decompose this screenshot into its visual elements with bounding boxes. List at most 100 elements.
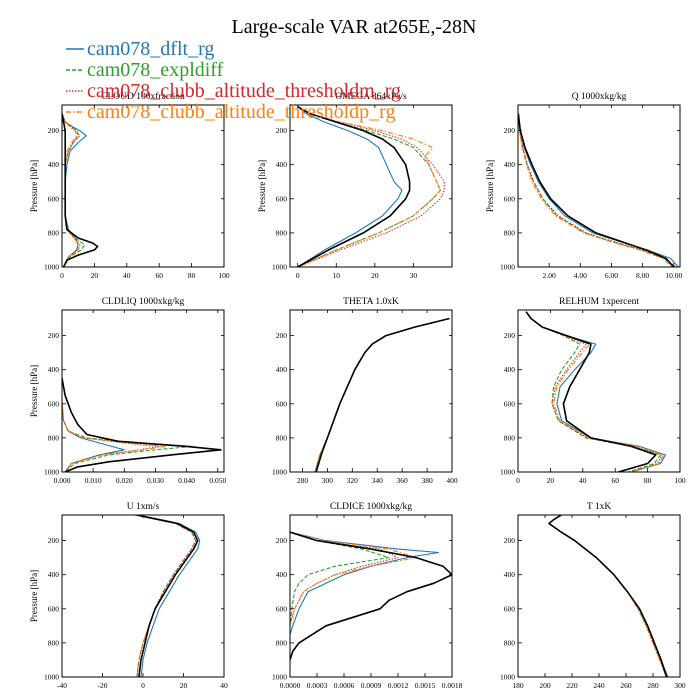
y-tick-label: 1000 [44, 263, 59, 272]
legend-label: cam078_dflt_rg [87, 38, 214, 60]
series-group [314, 317, 450, 472]
panel-7: U 1xm/s -40 -20 0 20 40 200 400 600 800 1000 Pressu… [29, 502, 228, 690]
series-group [290, 531, 452, 661]
panel-title: CLDICE 1000xkg/kg [330, 502, 412, 512]
series-line-cam078_dflt_rg [548, 515, 669, 677]
x-tick-label: 0 [296, 271, 300, 280]
y-tick-label: 800 [276, 638, 288, 647]
y-axis-label: Pressure [hPa] [257, 160, 267, 212]
y-tick-label: 600 [276, 399, 288, 408]
x-tick-label: 0.010 [85, 476, 102, 485]
y-tick-label: 1000 [44, 468, 59, 477]
x-tick-label: 0 [60, 271, 64, 280]
x-tick-label: 8.00 [636, 271, 649, 280]
x-tick-label: 20 [91, 271, 99, 280]
series-group [62, 113, 99, 267]
x-tick-label: 20 [180, 681, 188, 690]
y-tick-label: 400 [276, 365, 288, 374]
series-line-cam078_clubb_altitude_thresholdp_rg [525, 311, 665, 472]
x-tick-label: -40 [57, 681, 67, 690]
y-tick-label: 1000 [500, 468, 515, 477]
series-line-cam078_clubb_altitude_thresholdp_rg [297, 106, 441, 267]
series-line-cam078_clubb_altitude_thresholdm_rg [297, 106, 445, 267]
series-group [548, 515, 669, 677]
series-line-cam078_expldiff [525, 311, 662, 472]
panel-2: OMEGA 864xPa/s 0 10 20 30 200 400 600 800 1000 Pre… [257, 92, 453, 280]
series-line-obs [297, 106, 411, 267]
panel-3: Q 1000xkg/kg 2.00 4.00 6.00 8.00 10.00 200 400 6… [485, 92, 682, 280]
x-tick-label: 30 [410, 271, 418, 280]
series-line-obs [62, 378, 222, 472]
x-tick-label: -20 [98, 681, 108, 690]
plot-frame [289, 104, 453, 268]
y-axis-label: Pressure [hPa] [29, 570, 39, 622]
legend-item-1: cam078_dflt_rg [66, 38, 214, 60]
y-tick-label: 600 [276, 194, 288, 203]
y-tick-label: 800 [504, 433, 516, 442]
series-group [297, 106, 445, 267]
panel-title: Q 1000xkg/kg [572, 92, 627, 102]
y-tick-label: 400 [504, 160, 516, 169]
series-line-obs [518, 113, 675, 267]
x-tick-label: 80 [188, 271, 196, 280]
y-axis-label: Pressure [hPa] [29, 365, 39, 417]
y-tick-label: 600 [504, 194, 516, 203]
y-tick-label: 400 [504, 570, 516, 579]
y-tick-label: 400 [276, 570, 288, 579]
x-tick-label: 40 [579, 476, 587, 485]
y-tick-label: 200 [276, 331, 288, 340]
y-tick-label: 400 [48, 570, 60, 579]
panel-title: CLOUD 100xfraction [101, 91, 185, 102]
y-tick-label: 600 [48, 399, 60, 408]
plot-frame [289, 309, 453, 473]
x-tick-label: 40 [123, 271, 131, 280]
panel-8: CLDICE 1000xkg/kg 0.0000 0.0003 0.0006 0.000… [272, 502, 463, 690]
series-group [134, 515, 201, 677]
x-tick-label: 60 [155, 271, 163, 280]
y-tick-label: 1000 [272, 263, 287, 272]
x-tick-label: 4.00 [574, 271, 587, 280]
x-tick-label: 0 [141, 681, 145, 690]
panel-title: T 1xK [587, 502, 612, 512]
y-tick-label: 400 [48, 365, 60, 374]
y-tick-label: 200 [276, 126, 288, 135]
series-line-obs [525, 311, 657, 472]
x-tick-label: 300 [674, 681, 686, 690]
x-tick-label: 0.050 [209, 476, 226, 485]
legend-item-3: cam078_clubb_altitude_thresholdm_rg [66, 80, 401, 102]
y-tick-label: 800 [276, 433, 288, 442]
figure-title: Large-scale VAR at265E,-28N [232, 16, 477, 38]
x-tick-label: 6.00 [605, 271, 618, 280]
y-tick-label: 200 [276, 536, 288, 545]
x-tick-label: 20 [547, 476, 555, 485]
x-tick-label: 0.030 [147, 476, 164, 485]
y-axis-label: Pressure [hPa] [485, 160, 495, 212]
series-line-obs [548, 515, 668, 677]
x-tick-label: 0.000 [54, 476, 71, 485]
legend-item-4: cam078_clubb_altitude_thresholdp_rg [66, 101, 395, 123]
x-tick-label: 200 [539, 681, 551, 690]
y-tick-label: 200 [48, 331, 60, 340]
series-group [518, 113, 679, 267]
x-tick-label: 60 [611, 476, 619, 485]
x-tick-label: 2.00 [543, 271, 556, 280]
y-tick-label: 800 [48, 228, 60, 237]
y-tick-label: 600 [504, 399, 516, 408]
y-tick-label: 1000 [44, 673, 59, 682]
series-line-cam078_dflt_rg [314, 317, 450, 472]
panel-title: CLDLIQ 1000xkg/kg [102, 297, 185, 307]
y-tick-label: 800 [48, 638, 60, 647]
series-line-cam078_clubb_altitude_thresholdm_rg [314, 317, 450, 472]
series-line-cam078_clubb_altitude_thresholdp_rg [518, 113, 673, 267]
series-line-cam078_clubb_altitude_thresholdp_rg [548, 515, 668, 677]
x-tick-label: 20 [371, 271, 379, 280]
x-tick-label: 380 [421, 476, 433, 485]
series-line-obs [62, 113, 99, 267]
x-tick-label: 40 [220, 681, 228, 690]
y-tick-label: 1000 [500, 263, 515, 272]
series-line-cam078_clubb_altitude_thresholdm_rg [518, 113, 676, 267]
legend: cam078_dflt_rgcam078_expldiffcam078_club… [66, 38, 401, 123]
x-tick-label: 300 [322, 476, 334, 485]
plot-frame [61, 104, 225, 268]
panel-6: RELHUM 1xpercent 0 20 40 60 80 100 200 400 600 800… [500, 297, 686, 485]
